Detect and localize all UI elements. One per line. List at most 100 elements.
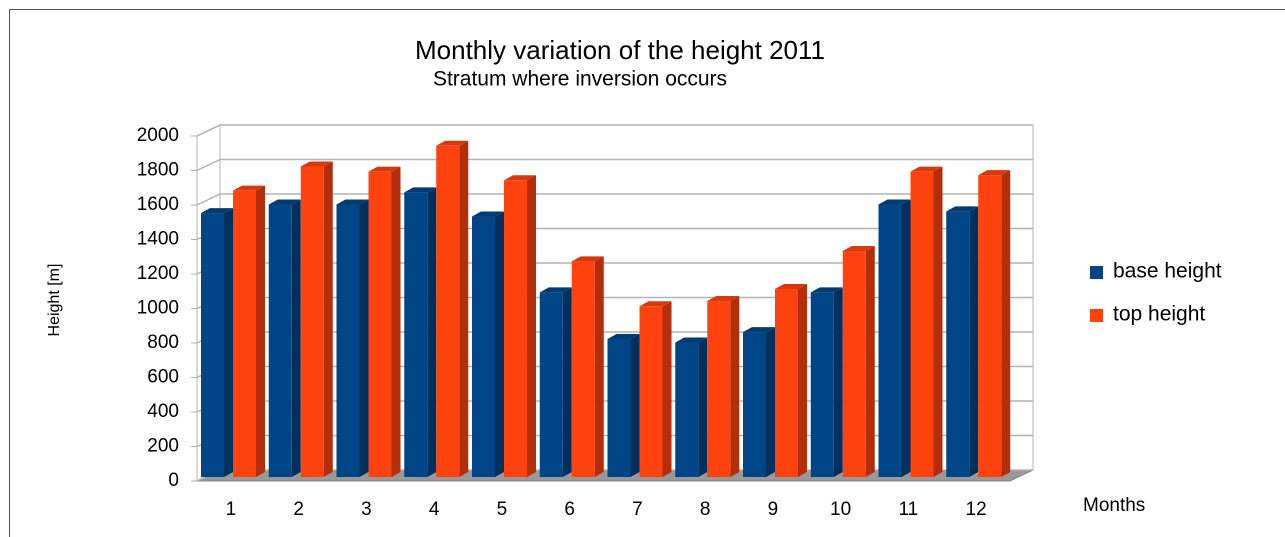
bar-front <box>878 204 902 477</box>
y-tick-label: 1200 <box>137 263 179 284</box>
bar-top <box>472 211 504 217</box>
bar-side <box>698 337 708 477</box>
bar-front <box>201 213 224 477</box>
x-tick-label: 11 <box>899 499 919 520</box>
x-tick-label: 9 <box>768 499 779 520</box>
bar <box>607 334 640 477</box>
bar-side <box>256 185 265 477</box>
bar-top <box>201 208 233 214</box>
y-tick-label: 1800 <box>137 160 179 181</box>
bar <box>436 140 469 478</box>
bar-top <box>571 256 604 262</box>
bar <box>504 175 536 478</box>
bar-front <box>743 332 766 477</box>
bar-top <box>910 166 943 172</box>
bar-top <box>978 170 1011 176</box>
y-tick-label: 0 <box>168 470 179 491</box>
bar <box>878 199 911 477</box>
bar <box>639 301 672 477</box>
bar-side <box>391 166 401 478</box>
y-tick-label: 800 <box>147 332 179 353</box>
bar-top <box>436 140 469 146</box>
bar-side <box>527 175 536 478</box>
bar-side <box>662 301 672 477</box>
bar <box>233 185 265 477</box>
bar-front <box>639 306 663 477</box>
bar-side <box>495 211 504 477</box>
y-axis-label-box: Height [m] <box>46 263 63 337</box>
bar-front <box>504 180 527 478</box>
bar-side <box>901 199 911 477</box>
bar-side <box>1001 170 1011 477</box>
bar <box>368 166 401 478</box>
bar-front <box>910 171 934 478</box>
bar-side <box>865 246 875 477</box>
bar-front <box>607 339 631 477</box>
bar-top <box>268 199 301 205</box>
grid-line <box>196 124 1033 137</box>
bar <box>910 166 943 478</box>
x-tick-label: 8 <box>700 499 711 520</box>
bar <box>268 199 301 477</box>
bar-front <box>978 175 1002 477</box>
bar <box>978 170 1011 477</box>
bar-side <box>594 256 604 477</box>
grid-line <box>196 158 1033 172</box>
x-tick-label: 1 <box>226 499 237 520</box>
bar-top <box>404 187 437 193</box>
bar-top <box>539 287 572 293</box>
x-axis-label: Months <box>1083 495 1145 516</box>
chart-subtitle: Stratum where inversion occurs <box>433 68 727 91</box>
bar-top <box>743 327 775 333</box>
bar <box>675 337 708 477</box>
bar <box>571 256 604 477</box>
bar-top <box>368 166 401 172</box>
bar <box>810 287 843 477</box>
bar-front <box>810 292 834 477</box>
bar-top <box>300 161 333 167</box>
bar-front <box>268 204 292 477</box>
x-tick-label: 7 <box>632 499 643 520</box>
bar-top <box>675 337 708 343</box>
x-tick-label: 4 <box>429 499 440 520</box>
bar <box>743 327 775 477</box>
bar-side <box>766 327 775 477</box>
y-tick-label: 1000 <box>137 298 179 319</box>
bar-side <box>291 199 301 477</box>
y-tick-label: 1600 <box>137 194 179 215</box>
y-tick-label: 400 <box>147 401 179 422</box>
legend-label: base height <box>1113 260 1222 283</box>
bar-top <box>607 334 640 339</box>
legend-swatch <box>1090 266 1103 279</box>
bar-top <box>878 199 911 205</box>
bar-top <box>842 246 875 252</box>
x-tick-label: 2 <box>293 499 304 520</box>
x-tick-label: 3 <box>361 499 372 520</box>
y-axis-label: Height [m] <box>46 263 63 337</box>
bar <box>201 208 233 477</box>
frame <box>9 9 1285 537</box>
x-tick-label: 12 <box>966 499 987 520</box>
x-tick-label: 6 <box>564 499 575 520</box>
bar-front <box>946 211 970 477</box>
bar-top <box>639 301 672 307</box>
bar-side <box>798 283 807 477</box>
bar <box>842 246 875 477</box>
bar <box>300 161 333 477</box>
bar-side <box>323 161 333 477</box>
legend-label: top height <box>1113 303 1205 326</box>
bar-side <box>833 287 843 477</box>
bar <box>775 283 807 477</box>
bar-top <box>707 296 740 302</box>
bar-front <box>571 261 595 477</box>
bar <box>472 211 504 477</box>
y-tick-label: 200 <box>147 436 179 457</box>
bar <box>707 296 740 477</box>
bar-top <box>775 283 807 289</box>
bar-side <box>359 199 369 477</box>
x-tick-label: 10 <box>830 499 851 520</box>
y-tick-label: 1400 <box>137 229 179 250</box>
bar-top <box>336 199 369 205</box>
bar-side <box>630 334 640 477</box>
